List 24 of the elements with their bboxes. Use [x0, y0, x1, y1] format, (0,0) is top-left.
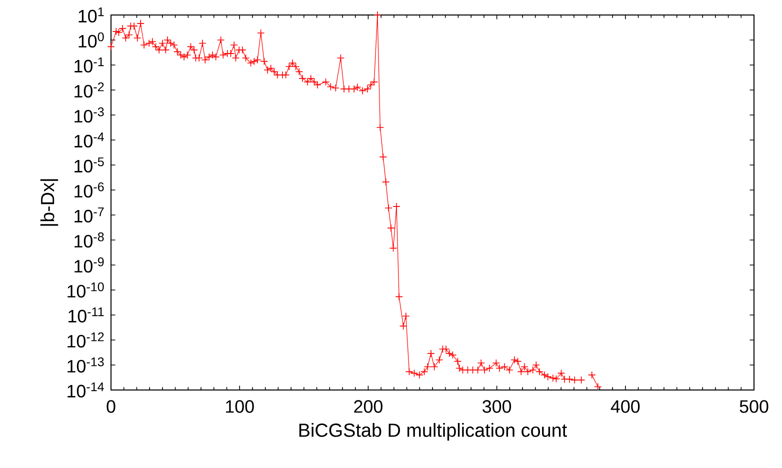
- y-tick-label: 10$^{-6}$: [74, 182, 104, 198]
- x-tick-label: 100: [226, 400, 254, 413]
- y-tick-label: 10$^{-8}$: [74, 232, 104, 248]
- y-axis-title: |b-Dx|: [40, 179, 58, 226]
- y-tick-label: 10$^{-13}$: [68, 357, 104, 373]
- y-tick-label: 10$^{0}$: [78, 32, 104, 48]
- y-tick-label: 10$^{1}$: [78, 7, 104, 23]
- x-tick-label: 500: [740, 400, 768, 413]
- y-tick-label: 10$^{-11}$: [68, 307, 104, 323]
- x-tick-label: 400: [610, 400, 640, 413]
- y-tick-label: 10$^{-9}$: [74, 257, 104, 273]
- y-tick-label: 10$^{-12}$: [68, 332, 104, 348]
- y-tick-label: 10$^{-14}$: [68, 382, 104, 398]
- x-axis-title: BiCGStab D multiplication count: [299, 423, 567, 441]
- y-tick-label: 10$^{-5}$: [74, 157, 104, 173]
- y-tick-label: 10$^{-7}$: [74, 207, 104, 223]
- y-tick-label: 10$^{-1}$: [74, 57, 104, 73]
- x-tick-label: 300: [482, 400, 512, 413]
- x-tick-label: 0: [106, 400, 116, 413]
- x-tick-label: 200: [354, 400, 382, 413]
- y-tick-label: 10$^{-10}$: [68, 282, 104, 298]
- y-tick-label: 10$^{-4}$: [74, 132, 104, 148]
- y-tick-label: 10$^{-2}$: [74, 82, 104, 98]
- y-tick-label: 10$^{-3}$: [74, 107, 104, 123]
